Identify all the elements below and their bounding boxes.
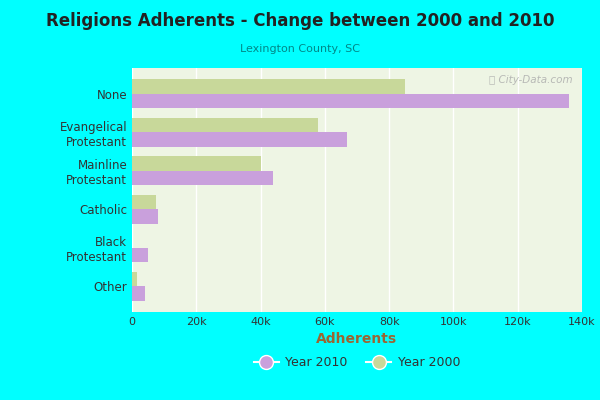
Text: ⓘ City-Data.com: ⓘ City-Data.com	[490, 75, 573, 85]
X-axis label: Adherents: Adherents	[316, 332, 398, 346]
Bar	[132, 156, 260, 171]
Bar	[132, 248, 148, 262]
Text: Religions Adherents - Change between 2000 and 2010: Religions Adherents - Change between 200…	[46, 12, 554, 30]
Bar	[132, 94, 569, 108]
Legend: Year 2010, Year 2000: Year 2010, Year 2000	[249, 351, 465, 374]
Text: Lexington County, SC: Lexington County, SC	[240, 44, 360, 54]
Bar	[132, 79, 405, 94]
Bar	[132, 118, 319, 132]
Bar	[132, 286, 145, 301]
Bar	[132, 132, 347, 147]
Bar	[132, 209, 158, 224]
Bar	[132, 195, 156, 209]
Bar	[132, 171, 274, 185]
Bar	[132, 272, 137, 286]
